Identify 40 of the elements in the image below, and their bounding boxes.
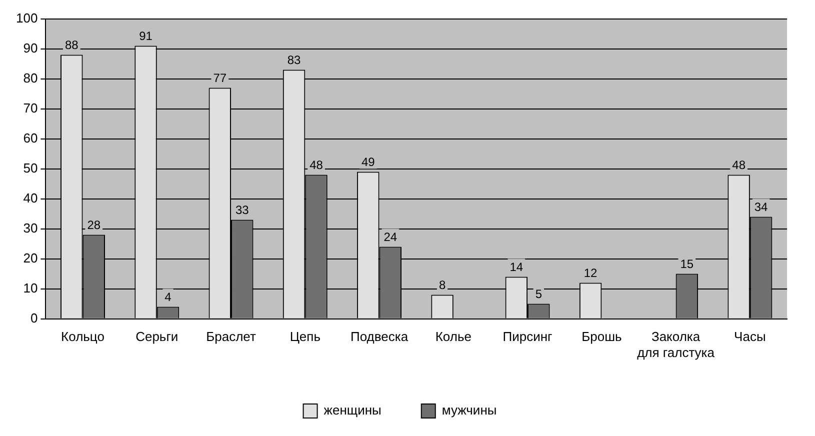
x-tick-label: Брошь (582, 329, 622, 344)
data-label: 14 (510, 260, 524, 274)
data-label: 4 (164, 290, 172, 304)
data-label: 5 (535, 287, 542, 302)
y-tick-label: 10 (23, 280, 38, 296)
y-tick-label: 80 (23, 70, 38, 86)
x-tick-label: Пирсинг (502, 329, 553, 344)
data-label: 83 (287, 53, 302, 68)
x-tick-label: Браслет (206, 329, 256, 344)
x-tick-label: Серьги (136, 329, 178, 344)
x-tick-label: Кольцо (61, 329, 104, 344)
x-tick-label: Часы (734, 329, 766, 344)
data-label: 12 (584, 266, 598, 280)
y-tick-label: 70 (23, 100, 38, 116)
y-tick-label: 30 (23, 220, 38, 236)
x-tick-label: Подвеска (350, 329, 409, 344)
y-tick-label: 100 (16, 10, 38, 26)
data-label: 8 (438, 278, 446, 292)
y-tick-label: 50 (23, 160, 38, 176)
y-tick-label: 0 (30, 310, 38, 326)
y-tick-label: 20 (23, 250, 38, 266)
data-label: 24 (384, 230, 398, 244)
data-label: 91 (139, 29, 153, 44)
y-tick-label: 40 (23, 190, 38, 206)
legend-label: женщины (324, 402, 382, 418)
y-tick-label: 60 (23, 130, 38, 146)
y-tick-label: 90 (23, 40, 38, 56)
data-label: 88 (64, 38, 79, 52)
data-label: 33 (235, 203, 250, 218)
data-label: 48 (310, 158, 324, 172)
x-tick-label: Колье (435, 329, 472, 344)
legend-label: мужчины (442, 402, 497, 418)
x-tick-label: Заколка для галстука (637, 329, 716, 360)
data-label: 28 (87, 218, 101, 232)
data-label: 48 (732, 158, 746, 172)
data-label: 34 (754, 200, 768, 214)
data-label: 15 (680, 257, 694, 272)
data-label: 77 (213, 71, 227, 86)
x-tick-label: Цепь (290, 329, 321, 344)
data-label: 49 (361, 155, 376, 170)
